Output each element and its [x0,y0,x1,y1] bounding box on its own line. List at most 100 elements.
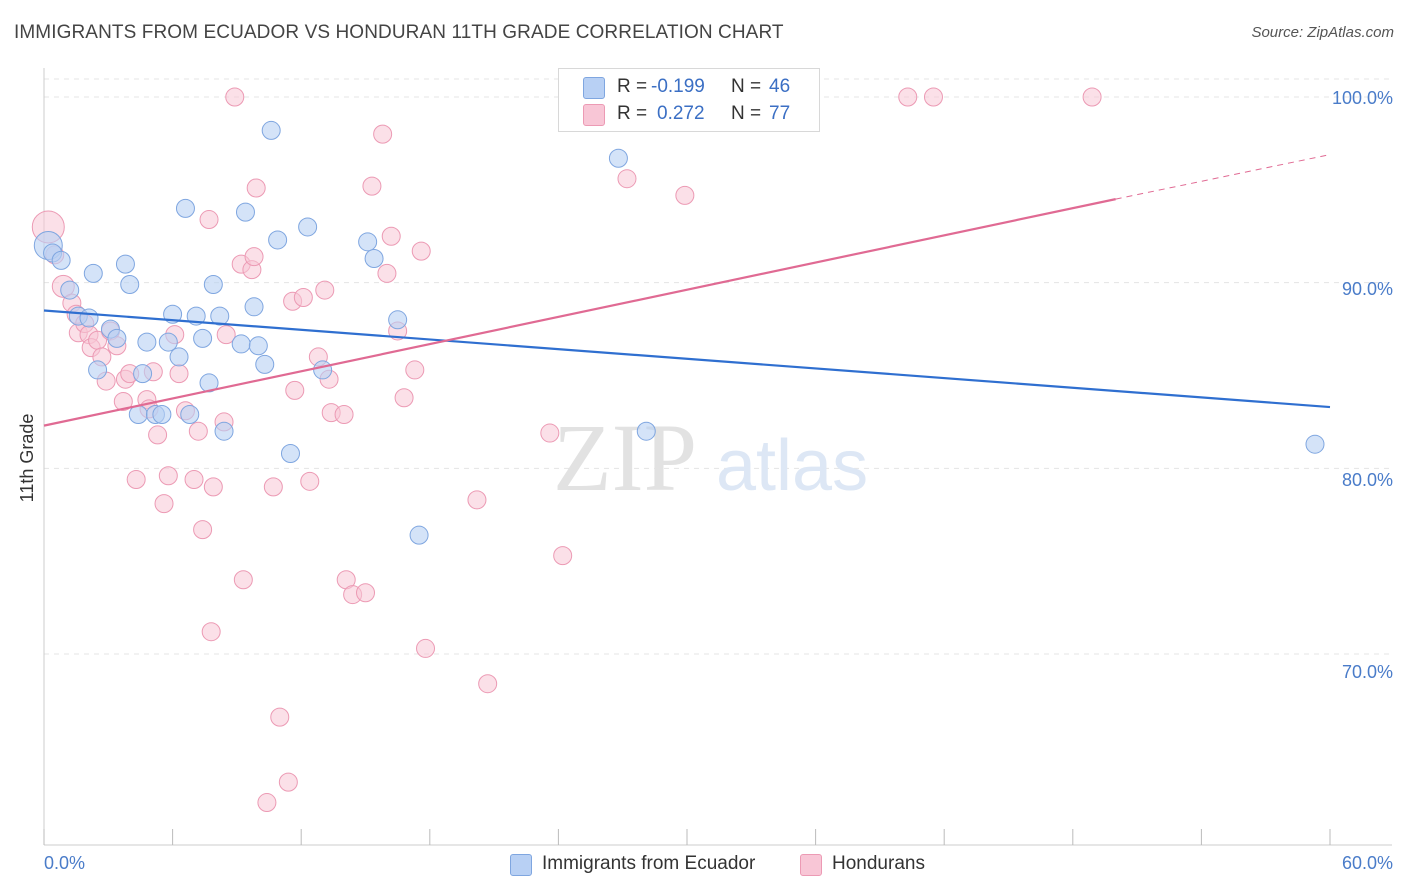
y-axis-label: 11th Grade [17,414,37,503]
hondurans-point [158,466,178,486]
ecuador-point [280,443,300,463]
hondurans-point [148,425,168,445]
hondurans-point [675,185,695,205]
ecuador-point [120,275,140,295]
hondurans-point [381,226,401,246]
ecuador-point [88,360,108,380]
y-tick-label: 90.0% [1342,279,1393,299]
ecuador-point [231,334,251,354]
ecuador-swatch [583,77,605,99]
ecuador-point [158,332,178,352]
ecuador-point [235,202,255,222]
y-tick-label: 80.0% [1342,470,1393,490]
hondurans-point [411,241,431,261]
ecuador-point [244,297,264,317]
hondurans-point [203,477,223,497]
ecuador-point [133,364,153,384]
hondurans-swatch [583,104,605,126]
ecuador-point [128,404,148,424]
ecuador-point [248,336,268,356]
hondurans-trend-extension [1115,154,1331,200]
hondurans-point [201,622,221,642]
hondurans-point [188,421,208,441]
hondurans-point [356,583,375,603]
ecuador-point [210,306,230,326]
y-tick-label: 100.0% [1332,88,1393,108]
hondurans-point [540,423,560,443]
chart-source: Source: ZipAtlas.com [1251,24,1394,41]
hondurans-point [199,210,219,230]
legend-label: Immigrants from Ecuador [542,853,756,874]
stats-row-hondurans: R = 0.272 N = 77 [559,101,819,129]
axes [43,68,1392,846]
hondurans-point [257,793,277,813]
hondurans-point [233,570,253,590]
hondurans-point [923,87,943,107]
ecuador-point [107,328,127,348]
hondurans-point [377,263,397,283]
ecuador-point [152,404,172,424]
ecuador-point [1305,434,1325,454]
stats-row-ecuador: R = -0.199 N = 46 [559,74,819,102]
ecuador-point [60,280,80,300]
hondurans-point [154,494,174,514]
hondurans-legend-swatch [800,854,822,876]
ecuador-point [388,310,408,330]
ecuador-trend-line [43,309,1331,409]
ecuador-point [608,148,628,168]
ecuador-point [199,373,219,393]
ecuador-point [83,263,103,283]
hondurans-point [285,380,305,400]
n-value: 77 [769,103,791,124]
ecuador-point [193,328,213,348]
ecuador-point [358,232,378,252]
hondurans-point [225,87,245,107]
r-label: R = [617,76,648,97]
hondurans-point [126,469,146,489]
hondurans-point [553,546,573,566]
r-value: -0.199 [651,76,705,97]
x-tick-label-max: 60.0% [1342,853,1393,873]
n-label: N = [731,103,762,124]
ecuador-point [268,230,288,250]
hondurans-point [244,247,264,267]
hondurans-point [300,471,320,491]
n-value: 46 [769,76,791,97]
ecuador-point [163,304,183,324]
ecuador-point [169,347,189,367]
y-tick-label: 70.0% [1342,662,1393,682]
r-value: 0.272 [657,103,705,124]
ecuador-point [364,249,384,269]
hondurans-point [373,124,393,144]
hondurans-point [405,360,425,380]
ecuador-point [409,525,429,545]
hondurans-point [394,388,414,408]
hondurans-point [416,638,436,658]
ecuador-points [33,120,1325,545]
hondurans-point [467,490,487,510]
ecuador-point [636,421,656,441]
ecuador-point [261,120,281,140]
hondurans-point [193,520,213,540]
x-tick-label-min: 0.0% [44,853,85,873]
watermark-zip: ZIP [553,404,697,511]
ecuador-point [175,198,195,218]
n-label: N = [731,76,762,97]
ecuador-point [313,360,333,380]
hondurans-point [315,280,335,300]
hondurans-point [184,469,204,489]
ecuador-point [79,308,99,328]
watermark-atlas: atlas [716,426,868,506]
hondurans-point [334,404,354,424]
ecuador-point [137,332,157,352]
tick-labels: 100.0% 90.0% 80.0% 70.0% 0.0% 60.0% [44,88,1393,873]
hondurans-point [263,477,283,497]
hondurans-point [898,87,918,107]
ecuador-point [255,354,275,374]
legend-label: Hondurans [832,853,925,874]
ecuador-point [51,250,71,270]
r-label: R = [617,103,648,124]
hondurans-point [362,176,382,196]
grid-lines [44,78,1392,655]
